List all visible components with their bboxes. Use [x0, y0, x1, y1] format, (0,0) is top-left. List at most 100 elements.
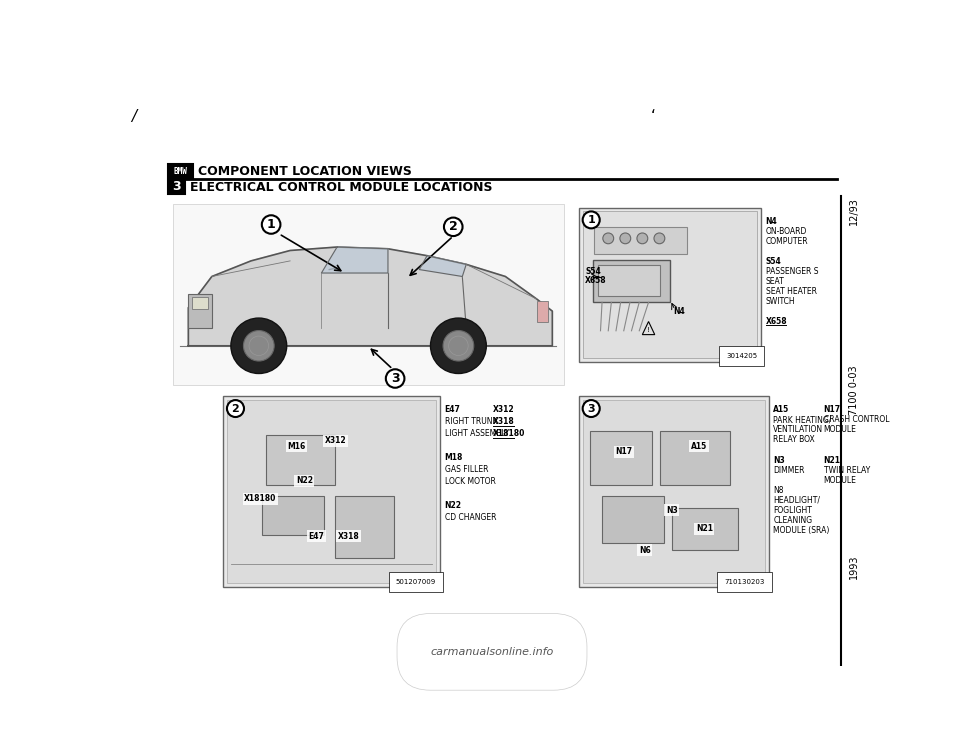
- FancyBboxPatch shape: [262, 497, 324, 535]
- FancyBboxPatch shape: [168, 165, 193, 178]
- Text: PASSENGER S: PASSENGER S: [765, 267, 818, 276]
- Text: 1993: 1993: [849, 555, 859, 580]
- Text: LOCK MOTOR: LOCK MOTOR: [444, 477, 495, 486]
- Text: /: /: [132, 109, 136, 124]
- Text: ‘: ‘: [651, 109, 656, 124]
- Circle shape: [583, 212, 600, 228]
- Text: A15: A15: [774, 405, 789, 414]
- Text: 2: 2: [449, 221, 458, 233]
- Text: N17: N17: [824, 405, 841, 414]
- Text: 3014205: 3014205: [726, 353, 757, 359]
- Text: GAS FILLER: GAS FILLER: [444, 465, 489, 474]
- Text: 1: 1: [267, 218, 276, 231]
- Text: SEAT HEATER: SEAT HEATER: [765, 287, 817, 296]
- Circle shape: [636, 233, 648, 244]
- Circle shape: [654, 233, 665, 244]
- Text: X312: X312: [492, 405, 515, 414]
- Text: X312: X312: [324, 436, 347, 445]
- FancyBboxPatch shape: [168, 180, 185, 194]
- Text: X18180: X18180: [492, 429, 525, 438]
- FancyBboxPatch shape: [590, 431, 653, 485]
- FancyBboxPatch shape: [579, 208, 761, 361]
- FancyBboxPatch shape: [537, 301, 548, 322]
- Text: N3: N3: [774, 456, 785, 465]
- Text: 710130203: 710130203: [725, 579, 765, 585]
- FancyBboxPatch shape: [660, 431, 730, 485]
- Text: N21: N21: [696, 524, 713, 533]
- Text: carmanualsonline.info: carmanualsonline.info: [430, 647, 554, 657]
- FancyBboxPatch shape: [335, 497, 394, 558]
- Text: E47: E47: [308, 532, 324, 541]
- FancyBboxPatch shape: [192, 297, 208, 310]
- Text: N21: N21: [824, 456, 841, 465]
- Text: M18: M18: [444, 453, 463, 462]
- Text: 3: 3: [588, 403, 595, 414]
- Text: TWIN RELAY: TWIN RELAY: [824, 465, 870, 474]
- Text: A15: A15: [691, 442, 708, 451]
- FancyBboxPatch shape: [594, 227, 687, 254]
- Text: N8: N8: [774, 485, 783, 494]
- Polygon shape: [188, 247, 552, 346]
- Circle shape: [227, 400, 244, 417]
- Text: 501207009: 501207009: [396, 579, 436, 585]
- Text: MODULE: MODULE: [824, 476, 856, 485]
- FancyBboxPatch shape: [579, 396, 769, 587]
- Text: VENTILATION: VENTILATION: [774, 426, 824, 435]
- Text: N3: N3: [666, 506, 678, 515]
- Text: 3: 3: [391, 372, 399, 385]
- Circle shape: [444, 331, 473, 361]
- FancyBboxPatch shape: [598, 266, 660, 296]
- Circle shape: [444, 218, 463, 236]
- FancyBboxPatch shape: [266, 435, 335, 485]
- Circle shape: [430, 318, 487, 373]
- Text: PARK HEATING/: PARK HEATING/: [774, 415, 831, 424]
- Text: 3: 3: [172, 180, 180, 193]
- Text: 1: 1: [588, 215, 595, 225]
- FancyBboxPatch shape: [583, 212, 757, 358]
- Text: N22: N22: [296, 476, 313, 485]
- Text: X18180: X18180: [244, 494, 276, 503]
- Text: RELAY BOX: RELAY BOX: [774, 435, 815, 444]
- Text: 12/93: 12/93: [849, 197, 859, 225]
- Circle shape: [583, 400, 600, 417]
- Text: HEADLIGHT/: HEADLIGHT/: [774, 496, 821, 505]
- Text: COMPONENT LOCATION VIEWS: COMPONENT LOCATION VIEWS: [198, 165, 412, 178]
- Text: E47: E47: [444, 405, 461, 414]
- Text: LIGHT ASSEMBLY: LIGHT ASSEMBLY: [444, 429, 509, 438]
- Text: DIMMER: DIMMER: [774, 465, 804, 474]
- Text: X658: X658: [585, 276, 607, 285]
- Text: FOGLIGHT: FOGLIGHT: [774, 506, 812, 515]
- Text: M16: M16: [288, 442, 306, 451]
- Text: COMPUTER: COMPUTER: [765, 237, 808, 246]
- Text: N17: N17: [615, 447, 633, 456]
- Text: CRASH CONTROL: CRASH CONTROL: [824, 415, 889, 424]
- Text: N4: N4: [673, 307, 685, 316]
- Circle shape: [603, 233, 613, 244]
- Text: ON-BOARD: ON-BOARD: [765, 227, 807, 236]
- FancyBboxPatch shape: [188, 294, 212, 328]
- Text: N22: N22: [444, 501, 462, 510]
- Text: S54: S54: [765, 257, 781, 266]
- Text: SWITCH: SWITCH: [765, 297, 795, 306]
- Polygon shape: [420, 256, 467, 277]
- FancyBboxPatch shape: [173, 203, 564, 384]
- Text: 7100 0-03: 7100 0-03: [849, 365, 859, 415]
- Circle shape: [231, 318, 287, 373]
- Text: 2: 2: [231, 403, 239, 414]
- Text: S54: S54: [585, 267, 601, 276]
- Text: ELECTRICAL CONTROL MODULE LOCATIONS: ELECTRICAL CONTROL MODULE LOCATIONS: [190, 181, 492, 194]
- Text: BMW: BMW: [174, 167, 187, 176]
- Circle shape: [386, 370, 404, 387]
- FancyBboxPatch shape: [227, 400, 436, 583]
- Circle shape: [262, 215, 280, 234]
- Text: CD CHANGER: CD CHANGER: [444, 513, 496, 522]
- Circle shape: [244, 331, 275, 361]
- FancyBboxPatch shape: [592, 260, 670, 302]
- FancyBboxPatch shape: [672, 508, 737, 551]
- Text: CLEANING: CLEANING: [774, 515, 812, 524]
- Polygon shape: [322, 247, 388, 273]
- Text: RIGHT TRUNK: RIGHT TRUNK: [444, 417, 497, 426]
- Text: X318: X318: [492, 417, 515, 426]
- Text: X658: X658: [765, 317, 787, 326]
- Text: MODULE (SRA): MODULE (SRA): [774, 526, 829, 535]
